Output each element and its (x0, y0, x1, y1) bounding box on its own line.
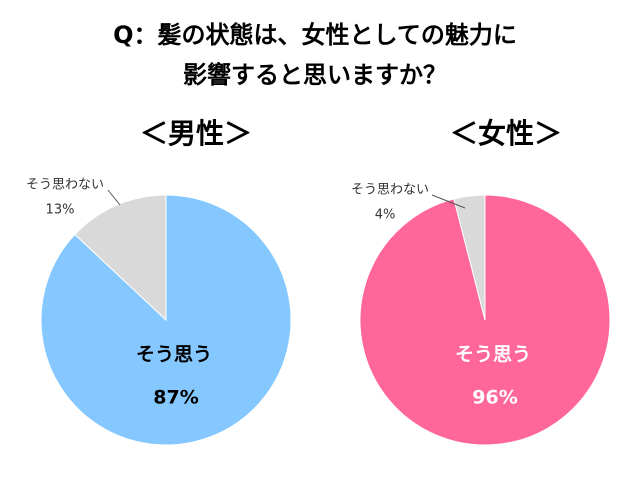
slice-label: そう思う (455, 344, 531, 366)
slice-value-label: 96% (472, 387, 517, 409)
chart-subtitle: ＜女性＞ (450, 117, 562, 150)
pie-slice (453, 194, 486, 321)
slice-value-label: 87% (153, 387, 198, 409)
title-line: 影響すると思いますか？ (183, 61, 447, 89)
slice-value-label: 4% (375, 208, 396, 223)
leader-line (431, 194, 466, 209)
pie-slice (40, 194, 292, 446)
slice-label: そう思わない (26, 178, 104, 193)
slice-label: そう思う (136, 344, 212, 366)
pie-slice (74, 194, 167, 322)
slice-label: そう思わない (351, 183, 429, 198)
title-line: Q：髪の状態は、女性としての魅力に (113, 21, 517, 49)
leader-line (107, 189, 121, 206)
chart-subtitle: ＜男性＞ (140, 117, 252, 150)
slice-value-label: 13% (46, 203, 75, 218)
